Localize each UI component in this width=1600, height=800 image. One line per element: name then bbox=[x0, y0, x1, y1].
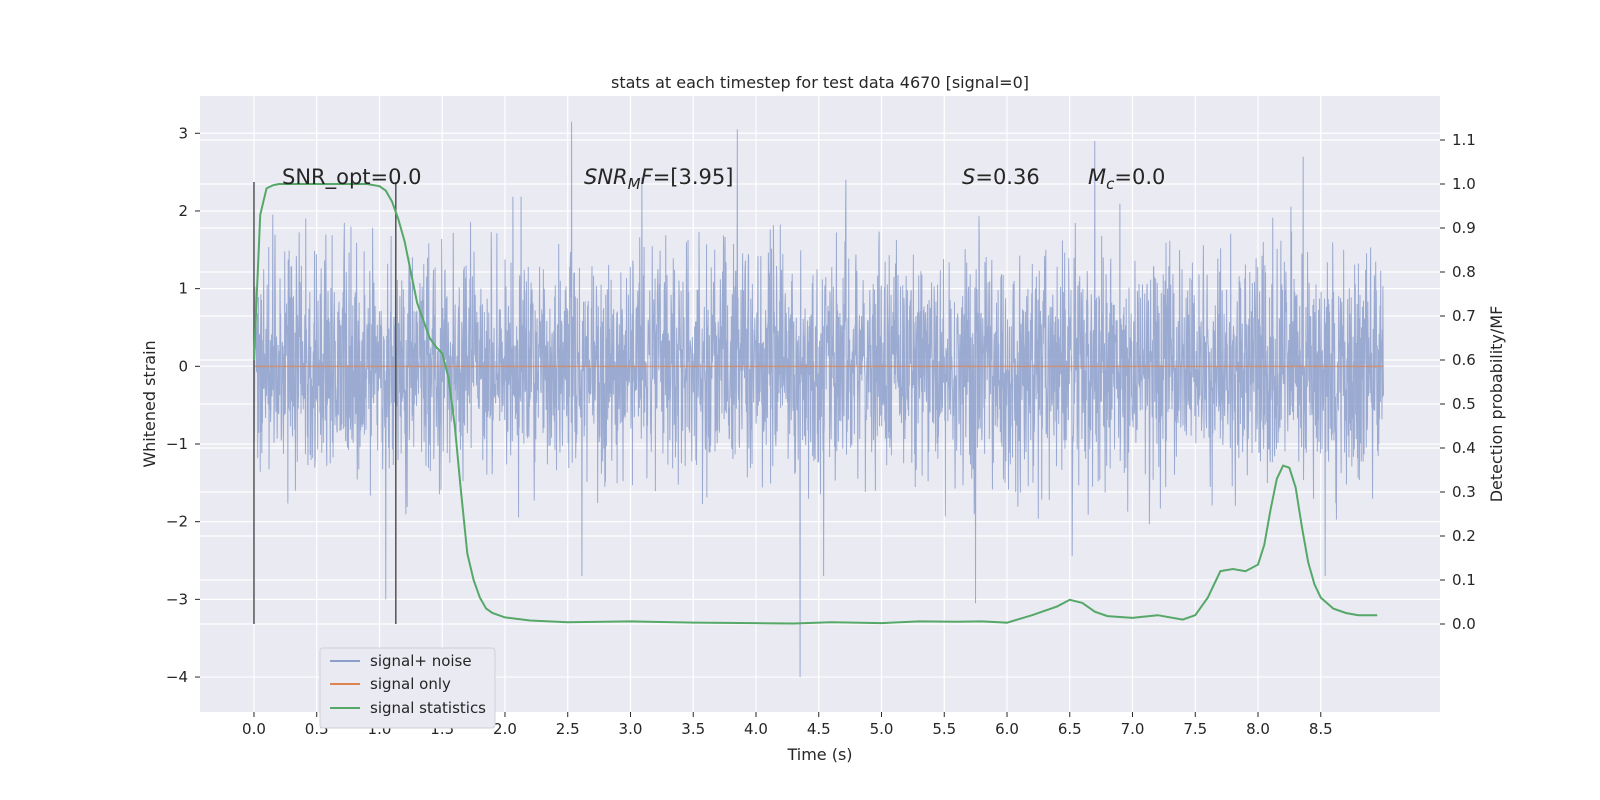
legend-label-signal-noise: signal+ noise bbox=[370, 652, 472, 670]
annotation-s-value: =0.36 bbox=[975, 165, 1039, 189]
annotation-snr-mf: SNRMF=[3.95] bbox=[584, 165, 733, 193]
x-axis-label: Time (s) bbox=[786, 745, 852, 764]
annotation-snr-mf-value: =[3.95] bbox=[653, 165, 734, 189]
y-tick-label-6: −3 bbox=[166, 590, 188, 608]
y2-tick-label-10: 0.1 bbox=[1452, 571, 1476, 589]
annotation-snr-mf-base: SNR bbox=[584, 165, 628, 189]
vertical-markers bbox=[253, 182, 397, 624]
x-tick-label-16: 8.0 bbox=[1246, 720, 1270, 738]
y2-tick-label-0: 1.1 bbox=[1452, 131, 1476, 149]
series-signal-statistics bbox=[252, 183, 1378, 625]
y2-tick-label-8: 0.3 bbox=[1452, 483, 1476, 501]
y-tick-label-5: −2 bbox=[166, 513, 188, 531]
legend-label-signal-only: signal only bbox=[370, 675, 451, 693]
y2-tick-label-1: 1.0 bbox=[1452, 175, 1476, 193]
annotation-mc-symbol: M bbox=[1088, 165, 1106, 189]
series-signal-noise bbox=[253, 121, 1385, 678]
annotation-snr-mf-sub: M bbox=[628, 175, 641, 193]
x-tick-label-8: 4.0 bbox=[744, 720, 768, 738]
y2-tick-label-3: 0.8 bbox=[1452, 263, 1476, 281]
x-tick-label-4: 2.0 bbox=[493, 720, 517, 738]
y2-tick-label-5: 0.6 bbox=[1452, 351, 1476, 369]
annotation-mc-value: =0.0 bbox=[1114, 165, 1165, 189]
y-tick-label-4: −1 bbox=[166, 435, 188, 453]
y-axis-ticks: 3 2 1 0 −1 −2 −3 −4 bbox=[166, 124, 200, 686]
y2-tick-label-2: 0.9 bbox=[1452, 219, 1476, 237]
y2-tick-label-6: 0.5 bbox=[1452, 395, 1476, 413]
x-tick-label-11: 5.5 bbox=[932, 720, 956, 738]
legend: signal+ noise signal only signal statist… bbox=[319, 647, 496, 729]
signal-noise-trace bbox=[253, 121, 1385, 678]
y2-tick-label-11: 0.0 bbox=[1452, 615, 1476, 633]
x-tick-label-7: 3.5 bbox=[681, 720, 705, 738]
y2-tick-label-4: 0.7 bbox=[1452, 307, 1476, 325]
annotation-mc-sub: c bbox=[1106, 175, 1115, 193]
x-tick-label-15: 7.5 bbox=[1183, 720, 1207, 738]
y-tick-label-2: 1 bbox=[178, 280, 188, 298]
x-tick-label-10: 5.0 bbox=[870, 720, 894, 738]
annotation-s: S=0.36 bbox=[962, 165, 1040, 189]
x-tick-label-5: 2.5 bbox=[556, 720, 580, 738]
legend-label-signal-statistics: signal statistics bbox=[370, 699, 486, 717]
y2-tick-label-9: 0.2 bbox=[1452, 527, 1476, 545]
y-right-axis-label: Detection probability/MF bbox=[1487, 306, 1506, 503]
legend-box bbox=[319, 647, 496, 729]
y-tick-label-0: 3 bbox=[178, 124, 188, 142]
y-axis-label: Whitened strain bbox=[140, 340, 159, 467]
x-tick-label-12: 6.0 bbox=[995, 720, 1019, 738]
x-tick-label-13: 6.5 bbox=[1058, 720, 1082, 738]
annotation-snr-opt: SNR_opt=0.0 bbox=[282, 165, 422, 190]
annotation-s-symbol: S bbox=[962, 165, 975, 189]
x-tick-label-0: 0.0 bbox=[242, 720, 266, 738]
annotation-snr-mf-italic: F bbox=[641, 165, 654, 189]
x-tick-label-9: 4.5 bbox=[807, 720, 831, 738]
y-tick-label-1: 2 bbox=[178, 202, 188, 220]
y-tick-label-7: −4 bbox=[166, 668, 188, 686]
y-tick-label-3: 0 bbox=[178, 357, 188, 375]
x-tick-label-17: 8.5 bbox=[1309, 720, 1333, 738]
x-tick-label-14: 7.0 bbox=[1121, 720, 1145, 738]
y2-tick-label-7: 0.4 bbox=[1452, 439, 1476, 457]
annotation-mc: Mc=0.0 bbox=[1088, 165, 1165, 193]
y-right-axis-ticks: 1.1 1.0 0.9 0.8 0.7 0.6 0.5 0.4 0.3 0.2 0.1 0.0 bbox=[1440, 131, 1476, 633]
chart-title: stats at each timestep for test data 467… bbox=[611, 73, 1029, 92]
x-tick-label-6: 3.0 bbox=[619, 720, 643, 738]
